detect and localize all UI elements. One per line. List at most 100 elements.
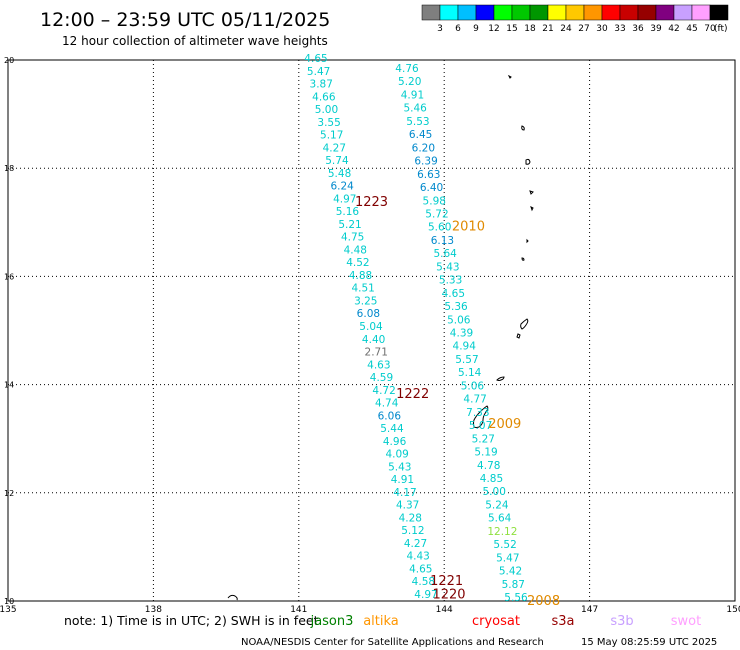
lon-tick-label: 141 [290,605,307,615]
wave-height-value: 5.98 [423,195,446,207]
wave-height-value: 5.07 [469,420,492,432]
plot-frame [7,59,736,602]
map-subtitle: 12 hour collection of altimeter wave hei… [62,34,328,48]
island-guam [473,405,489,428]
wave-height-value: 4.43 [406,551,429,563]
wave-height-value: 4.94 [453,341,477,353]
wave-height-value: 5.74 [325,155,349,167]
wave-height-value: 4.65 [442,288,465,300]
legend-swatch [547,4,567,21]
island-outlines [227,74,534,601]
lat-tick-label: 14 [4,381,14,390]
satellite-legend-item: s3a [551,614,574,629]
wave-height-value: 4.37 [396,500,419,512]
lat-tick-label: 12 [4,489,14,498]
wave-height-value: 4.27 [404,538,427,550]
island-pagan [530,206,534,212]
wave-height-value: 5.21 [338,219,361,231]
wave-height-value: 5.47 [496,552,519,564]
lat-tick-label: 20 [4,56,14,65]
legend-label: 42 [668,24,679,34]
wave-height-value: 5.27 [472,433,495,445]
pass-time-label: 1221 [430,574,463,589]
color-scale-legend: 3 6 9 12 15 18 21 24 27 30 33 36 39 42 45 70 [421,4,729,34]
wave-height-value: 5.72 [425,208,448,220]
wave-height-value: 5.52 [493,539,516,551]
wave-height-value: 5.43 [436,261,459,273]
wave-height-value: 5.42 [499,566,522,578]
satellite-legend-item: swot [671,614,701,629]
wave-height-value: 3.87 [310,79,333,91]
legend-swatch [457,4,477,21]
island-farallon [507,74,512,79]
island-alamagan [526,238,529,244]
wave-height-value: 4.76 [395,63,419,75]
wave-height-value: 4.77 [463,394,486,406]
legend-label: 70 [704,24,716,34]
pass-time-label: 1222 [396,387,429,402]
lon-tick-label: 144 [436,605,453,615]
island-guguan [521,257,525,261]
wave-height-value: 4.52 [346,257,369,269]
wave-height-value: 4.17 [393,487,416,499]
wave-height-value: 7.33 [466,407,489,419]
island-west [227,594,238,601]
legend-unit: (ft) [714,24,728,34]
legend-swatch [511,4,531,21]
wave-height-value: 6.63 [417,169,440,181]
wave-height-value: 4.72 [372,385,395,397]
altimeter-tracks: 4.655.473.874.665.003.555.174.275.745.48… [304,53,528,604]
legend-swatch [655,4,675,21]
wave-height-value: 2.71 [365,347,388,359]
legend-swatch [637,4,657,21]
wave-height-value: 4.51 [351,283,374,295]
island-saipan [520,318,529,330]
wave-height-value: 6.08 [357,308,380,320]
legend-swatch [421,4,441,21]
wave-height-value: 6.13 [431,235,454,247]
wave-height-value: 5.33 [439,275,462,287]
legend-swatch [601,4,621,21]
wave-height-value: 6.45 [409,129,432,141]
wave-height-value: 4.40 [362,334,385,346]
wave-height-value: 5.04 [359,321,383,333]
island-asuncion [525,158,531,165]
island-agrihan [529,190,534,195]
wave-height-value: 5.00 [483,486,506,498]
wave-height-value: 4.97 [414,589,437,601]
wave-height-value: 5.36 [444,301,468,313]
wave-height-value: 4.59 [370,372,393,384]
lat-tick-label: 18 [4,164,14,173]
legend-label: 12 [488,24,499,34]
legend-swatch [565,4,585,21]
wave-height-value: 12.12 [487,526,517,538]
wave-height-value: 5.00 [315,104,338,116]
legend-swatch [493,4,513,21]
pass-time-label: 2010 [452,219,485,234]
island-maug [521,125,525,131]
satellite-legend-item: altika [363,614,399,629]
wave-height-value: 5.48 [328,168,351,180]
wave-height-value: 4.28 [399,512,422,524]
footer-note: note: 1) Time is in UTC; 2) SWH is in fe… [64,613,319,628]
wave-height-value: 4.74 [375,398,399,410]
island-rota [496,376,505,381]
wave-height-value: 4.27 [323,142,346,154]
wave-height-value: 5.44 [380,423,404,435]
legend-swatch [439,4,459,21]
pass-time-label: 2009 [488,417,521,432]
legend-label: 18 [524,24,536,34]
legend-swatch [583,4,603,21]
wave-height-value: 4.65 [304,53,327,65]
legend-swatch [529,4,549,21]
wave-height-value: 5.19 [474,447,497,459]
wave-height-value: 6.24 [330,181,354,193]
island-tinian [516,333,521,339]
wave-height-value: 5.43 [388,461,411,473]
axis-ticks: 135 138 141 144 147 150 20 18 16 14 12 10 [0,56,740,615]
wave-height-value: 4.97 [333,193,356,205]
wave-height-value: 6.20 [412,142,435,154]
wave-height-value: 5.64 [433,248,457,260]
